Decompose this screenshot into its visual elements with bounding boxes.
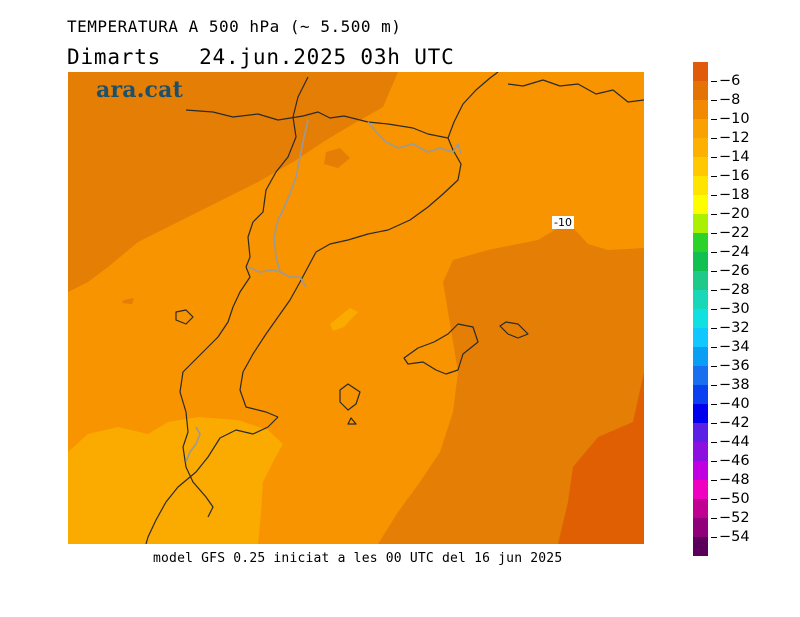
legend-swatch bbox=[693, 537, 708, 556]
color-legend-bar bbox=[693, 62, 708, 556]
legend-label: −48 bbox=[711, 472, 750, 488]
legend-swatch bbox=[693, 252, 708, 271]
legend-label: −44 bbox=[711, 434, 750, 450]
legend-label: −28 bbox=[711, 282, 750, 298]
forecast-date: 24.jun.2025 03h UTC bbox=[199, 45, 455, 69]
chart-title: TEMPERATURA A 500 hPa (~ 5.500 m) bbox=[67, 17, 402, 36]
legend-label: −40 bbox=[711, 396, 750, 412]
forecast-time: Dimarts 24.jun.2025 03h UTC bbox=[67, 45, 455, 69]
band-minus-8-to-10-patch bbox=[324, 148, 350, 168]
legend-label: −52 bbox=[711, 510, 750, 526]
legend-swatch bbox=[693, 271, 708, 290]
band-minus-12-to-14-patch bbox=[330, 308, 358, 331]
legend-swatch bbox=[693, 81, 708, 100]
legend-swatch bbox=[693, 176, 708, 195]
legend-swatch bbox=[693, 138, 708, 157]
legend-label: −12 bbox=[711, 130, 750, 146]
legend-label: −46 bbox=[711, 453, 750, 469]
legend-swatch bbox=[693, 480, 708, 499]
ara-cat-logo: ara.cat bbox=[96, 77, 183, 103]
legend-swatch bbox=[693, 366, 708, 385]
legend-label: −50 bbox=[711, 491, 750, 507]
legend-swatch bbox=[693, 233, 708, 252]
band-minus-8-to-10-islet bbox=[122, 298, 134, 304]
legend-label: −34 bbox=[711, 339, 750, 355]
legend-swatch bbox=[693, 290, 708, 309]
legend-swatch bbox=[693, 328, 708, 347]
legend-swatch bbox=[693, 442, 708, 461]
legend-label: −32 bbox=[711, 320, 750, 336]
legend-label: −14 bbox=[711, 149, 750, 165]
legend-label: −54 bbox=[711, 529, 750, 545]
band-minus-12-to-14 bbox=[68, 417, 283, 544]
legend-label: −10 bbox=[711, 111, 750, 127]
legend-label: −20 bbox=[711, 206, 750, 222]
contour-label: -10 bbox=[552, 216, 574, 229]
legend-swatch bbox=[693, 385, 708, 404]
legend-swatch bbox=[693, 347, 708, 366]
legend-swatch bbox=[693, 404, 708, 423]
legend-label: −36 bbox=[711, 358, 750, 374]
coastlines bbox=[145, 72, 644, 544]
legend-label: −6 bbox=[711, 73, 740, 89]
band-minus-6-to-8 bbox=[558, 372, 644, 544]
temperature-map: ara.cat -10 bbox=[68, 72, 644, 544]
borders bbox=[185, 119, 462, 463]
legend-label: −42 bbox=[711, 415, 750, 431]
legend-swatch bbox=[693, 423, 708, 442]
color-legend-labels: −6 −8 −10 −12 −14 −16 −18 −20 −22 −24 −26 −28 −30 −32… bbox=[711, 62, 791, 556]
legend-swatch bbox=[693, 157, 708, 176]
band-minus-8-to-10-northwest bbox=[68, 72, 398, 292]
legend-label: −30 bbox=[711, 301, 750, 317]
legend-label: −38 bbox=[711, 377, 750, 393]
legend-swatch bbox=[693, 309, 708, 328]
legend-label: −24 bbox=[711, 244, 750, 260]
map-svg bbox=[68, 72, 644, 544]
model-info: model GFS 0.25 iniciat a les 00 UTC del … bbox=[153, 551, 563, 566]
legend-label: −26 bbox=[711, 263, 750, 279]
legend-label: −18 bbox=[711, 187, 750, 203]
forecast-day: Dimarts bbox=[67, 45, 162, 69]
legend-label: −22 bbox=[711, 225, 750, 241]
legend-swatch bbox=[693, 62, 708, 81]
legend-label: −8 bbox=[711, 92, 740, 108]
legend-swatch bbox=[693, 499, 708, 518]
legend-swatch bbox=[693, 461, 708, 480]
legend-swatch bbox=[693, 214, 708, 233]
legend-label: −16 bbox=[711, 168, 750, 184]
legend-swatch bbox=[693, 518, 708, 537]
legend-swatch bbox=[693, 119, 708, 138]
legend-swatch bbox=[693, 195, 708, 214]
legend-swatch bbox=[693, 100, 708, 119]
